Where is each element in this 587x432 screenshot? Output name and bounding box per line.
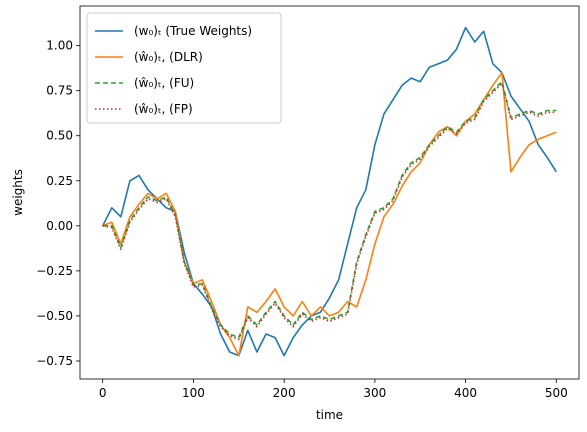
y-tick-label: 1.00 — [46, 39, 73, 53]
y-axis-label: weights — [11, 169, 25, 216]
x-tick-label: 200 — [273, 386, 296, 400]
legend: (w₀)ₜ (True Weights) (ŵ₀)ₜ, (DLR) (ŵ₀)ₜ,… — [86, 12, 282, 124]
legend-label-dlr: (ŵ₀)ₜ, (DLR) — [134, 50, 203, 64]
plot-area — [101, 26, 557, 357]
y-tick-label: 0.75 — [46, 84, 73, 98]
legend-label-fu: (ŵ₀)ₜ, (FU) — [134, 76, 194, 90]
x-tick-label: 400 — [454, 386, 477, 400]
x-axis-label: time — [316, 408, 343, 422]
x-tick-label: 100 — [182, 386, 205, 400]
x-tick-label: 500 — [545, 386, 568, 400]
legend-box — [86, 12, 282, 124]
ticks: 0 100 200 300 400 500 −0.75 −0.50 −0.25 0.00 0.25 0… — [36, 39, 568, 400]
y-tick-label: −0.25 — [36, 264, 73, 278]
y-tick-label: −0.50 — [36, 309, 73, 323]
legend-label-fp: (ŵ₀)ₜ, (FP) — [134, 102, 193, 116]
x-tick-label: 0 — [99, 386, 107, 400]
y-tick-label: −0.75 — [36, 354, 73, 368]
legend-label-true: (w₀)ₜ (True Weights) — [134, 24, 252, 38]
axes-frame — [79, 5, 580, 380]
x-tick-label: 300 — [363, 386, 386, 400]
y-tick-label: 0.00 — [46, 219, 73, 233]
y-tick-label: 0.50 — [46, 129, 73, 143]
y-tick-label: 0.25 — [46, 174, 73, 188]
